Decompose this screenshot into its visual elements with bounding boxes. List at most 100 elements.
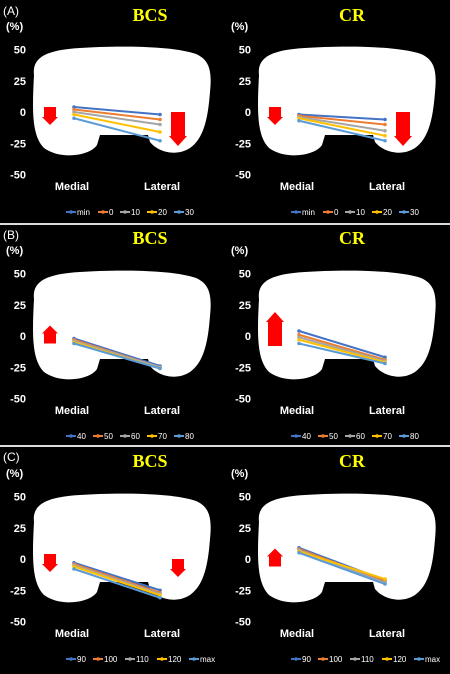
data-point xyxy=(297,341,301,346)
legend-item: 0 xyxy=(323,208,339,217)
panel-divider xyxy=(0,223,450,225)
y-tick-label: 25 xyxy=(239,300,251,312)
series-line xyxy=(298,551,386,585)
legend-marker xyxy=(101,210,105,214)
x-category-label: Medial xyxy=(280,405,314,417)
legend-marker xyxy=(402,210,406,214)
series-line xyxy=(73,568,161,599)
legend-item: 70 xyxy=(147,432,167,441)
series-line xyxy=(298,338,386,364)
legend-label: 60 xyxy=(356,432,365,441)
y-tick-label: -25 xyxy=(10,362,26,374)
legend-item: 90 xyxy=(66,655,86,664)
x-category-label: Lateral xyxy=(144,405,180,417)
legend-marker xyxy=(321,657,325,661)
data-point xyxy=(72,112,76,117)
series-line xyxy=(298,330,386,359)
legend-label: 20 xyxy=(158,208,167,217)
arrow-down-medial xyxy=(42,554,58,572)
legend-marker xyxy=(402,434,406,438)
chart-1: (%) 50 25 0 -25 -50 Medial Lateral min 0 10 20 30 xyxy=(6,21,211,217)
series-80 xyxy=(72,341,162,371)
legend-label: max xyxy=(425,655,440,664)
y-tick-label: 0 xyxy=(20,107,26,119)
legend-marker xyxy=(69,434,73,438)
legend-item: 10 xyxy=(345,208,365,217)
y-tick-label: 50 xyxy=(14,269,26,281)
panel-b-right-title: CR xyxy=(339,228,365,248)
legend-label: 120 xyxy=(393,655,407,664)
data-point xyxy=(297,118,301,123)
panel-label-c: (C) xyxy=(3,450,20,464)
arrow-down-lateral xyxy=(170,559,186,577)
chart-6: (%) 50 25 0 -25 -50 Medial Lateral 90 100 110 120 ma… xyxy=(231,468,440,664)
arrow-down-medial xyxy=(42,107,58,125)
legend-marker xyxy=(375,210,379,214)
series-line xyxy=(73,111,161,126)
data-point xyxy=(72,116,76,121)
panel-a-left-title: BCS xyxy=(132,5,168,25)
legend-label: 120 xyxy=(168,655,182,664)
series-line xyxy=(298,116,386,132)
legend-label: 10 xyxy=(356,208,365,217)
legend-item: 50 xyxy=(318,432,338,441)
arrow-down-medial xyxy=(267,107,283,125)
y-tick-label: -50 xyxy=(235,617,251,629)
legend-marker xyxy=(177,434,181,438)
series-80 xyxy=(297,341,387,366)
y-unit-label: (%) xyxy=(231,245,248,257)
y-tick-label: -25 xyxy=(10,138,26,150)
series-line xyxy=(298,333,386,361)
chart-3: (%) 50 25 0 -25 -50 Medial Lateral 40 50 60 70 80 xyxy=(6,245,211,441)
data-point xyxy=(158,122,162,127)
legend-item: 80 xyxy=(399,432,419,441)
legend-item: 120 xyxy=(382,655,407,664)
legend-marker xyxy=(321,434,325,438)
x-category-label: Lateral xyxy=(144,181,180,193)
series-40 xyxy=(297,329,387,360)
data-point xyxy=(383,582,387,586)
data-point xyxy=(297,332,301,337)
legend-item: 120 xyxy=(157,655,182,664)
legend-item: 100 xyxy=(93,655,118,664)
femur-outline xyxy=(258,46,436,156)
chart-5: (%) 50 25 0 -25 -50 Medial Lateral 90 100 110 120 ma… xyxy=(6,468,215,664)
series-line xyxy=(73,108,161,121)
legend-label: 80 xyxy=(185,432,194,441)
data-point xyxy=(158,588,162,593)
data-point xyxy=(158,117,162,122)
legend-item: 20 xyxy=(372,208,392,217)
y-tick-label: -25 xyxy=(235,138,251,150)
legend: min 0 10 20 30 xyxy=(291,208,419,217)
legend-label: 40 xyxy=(302,432,311,441)
series-line xyxy=(298,336,386,362)
y-tick-label: 25 xyxy=(14,76,26,88)
legend-marker xyxy=(192,657,196,661)
legend-item: min xyxy=(291,208,315,217)
series-line xyxy=(298,550,386,580)
legend-marker xyxy=(96,657,100,661)
panel-c-left-title: BCS xyxy=(132,451,168,471)
x-category-label: Lateral xyxy=(369,181,405,193)
legend-label: 50 xyxy=(104,432,113,441)
legend-marker xyxy=(123,434,127,438)
y-tick-label: 25 xyxy=(239,76,251,88)
legend-marker xyxy=(294,210,298,214)
data-point xyxy=(72,107,76,112)
panel-a-right-title: CR xyxy=(339,5,365,25)
legend-item: 110 xyxy=(350,655,374,664)
legend-label: 0 xyxy=(109,208,114,217)
legend-item: 30 xyxy=(174,208,194,217)
legend-item: 60 xyxy=(120,432,140,441)
x-category-label: Medial xyxy=(280,181,314,193)
series-line xyxy=(298,342,386,365)
series-line xyxy=(73,561,161,592)
legend-marker xyxy=(417,657,421,661)
y-tick-label: 50 xyxy=(239,45,251,57)
legend-item: 30 xyxy=(399,208,419,217)
legend-marker xyxy=(150,210,154,214)
legend: 40 50 60 70 80 xyxy=(66,432,194,441)
series-line xyxy=(298,119,386,142)
arrow-down-lateral xyxy=(394,112,412,146)
